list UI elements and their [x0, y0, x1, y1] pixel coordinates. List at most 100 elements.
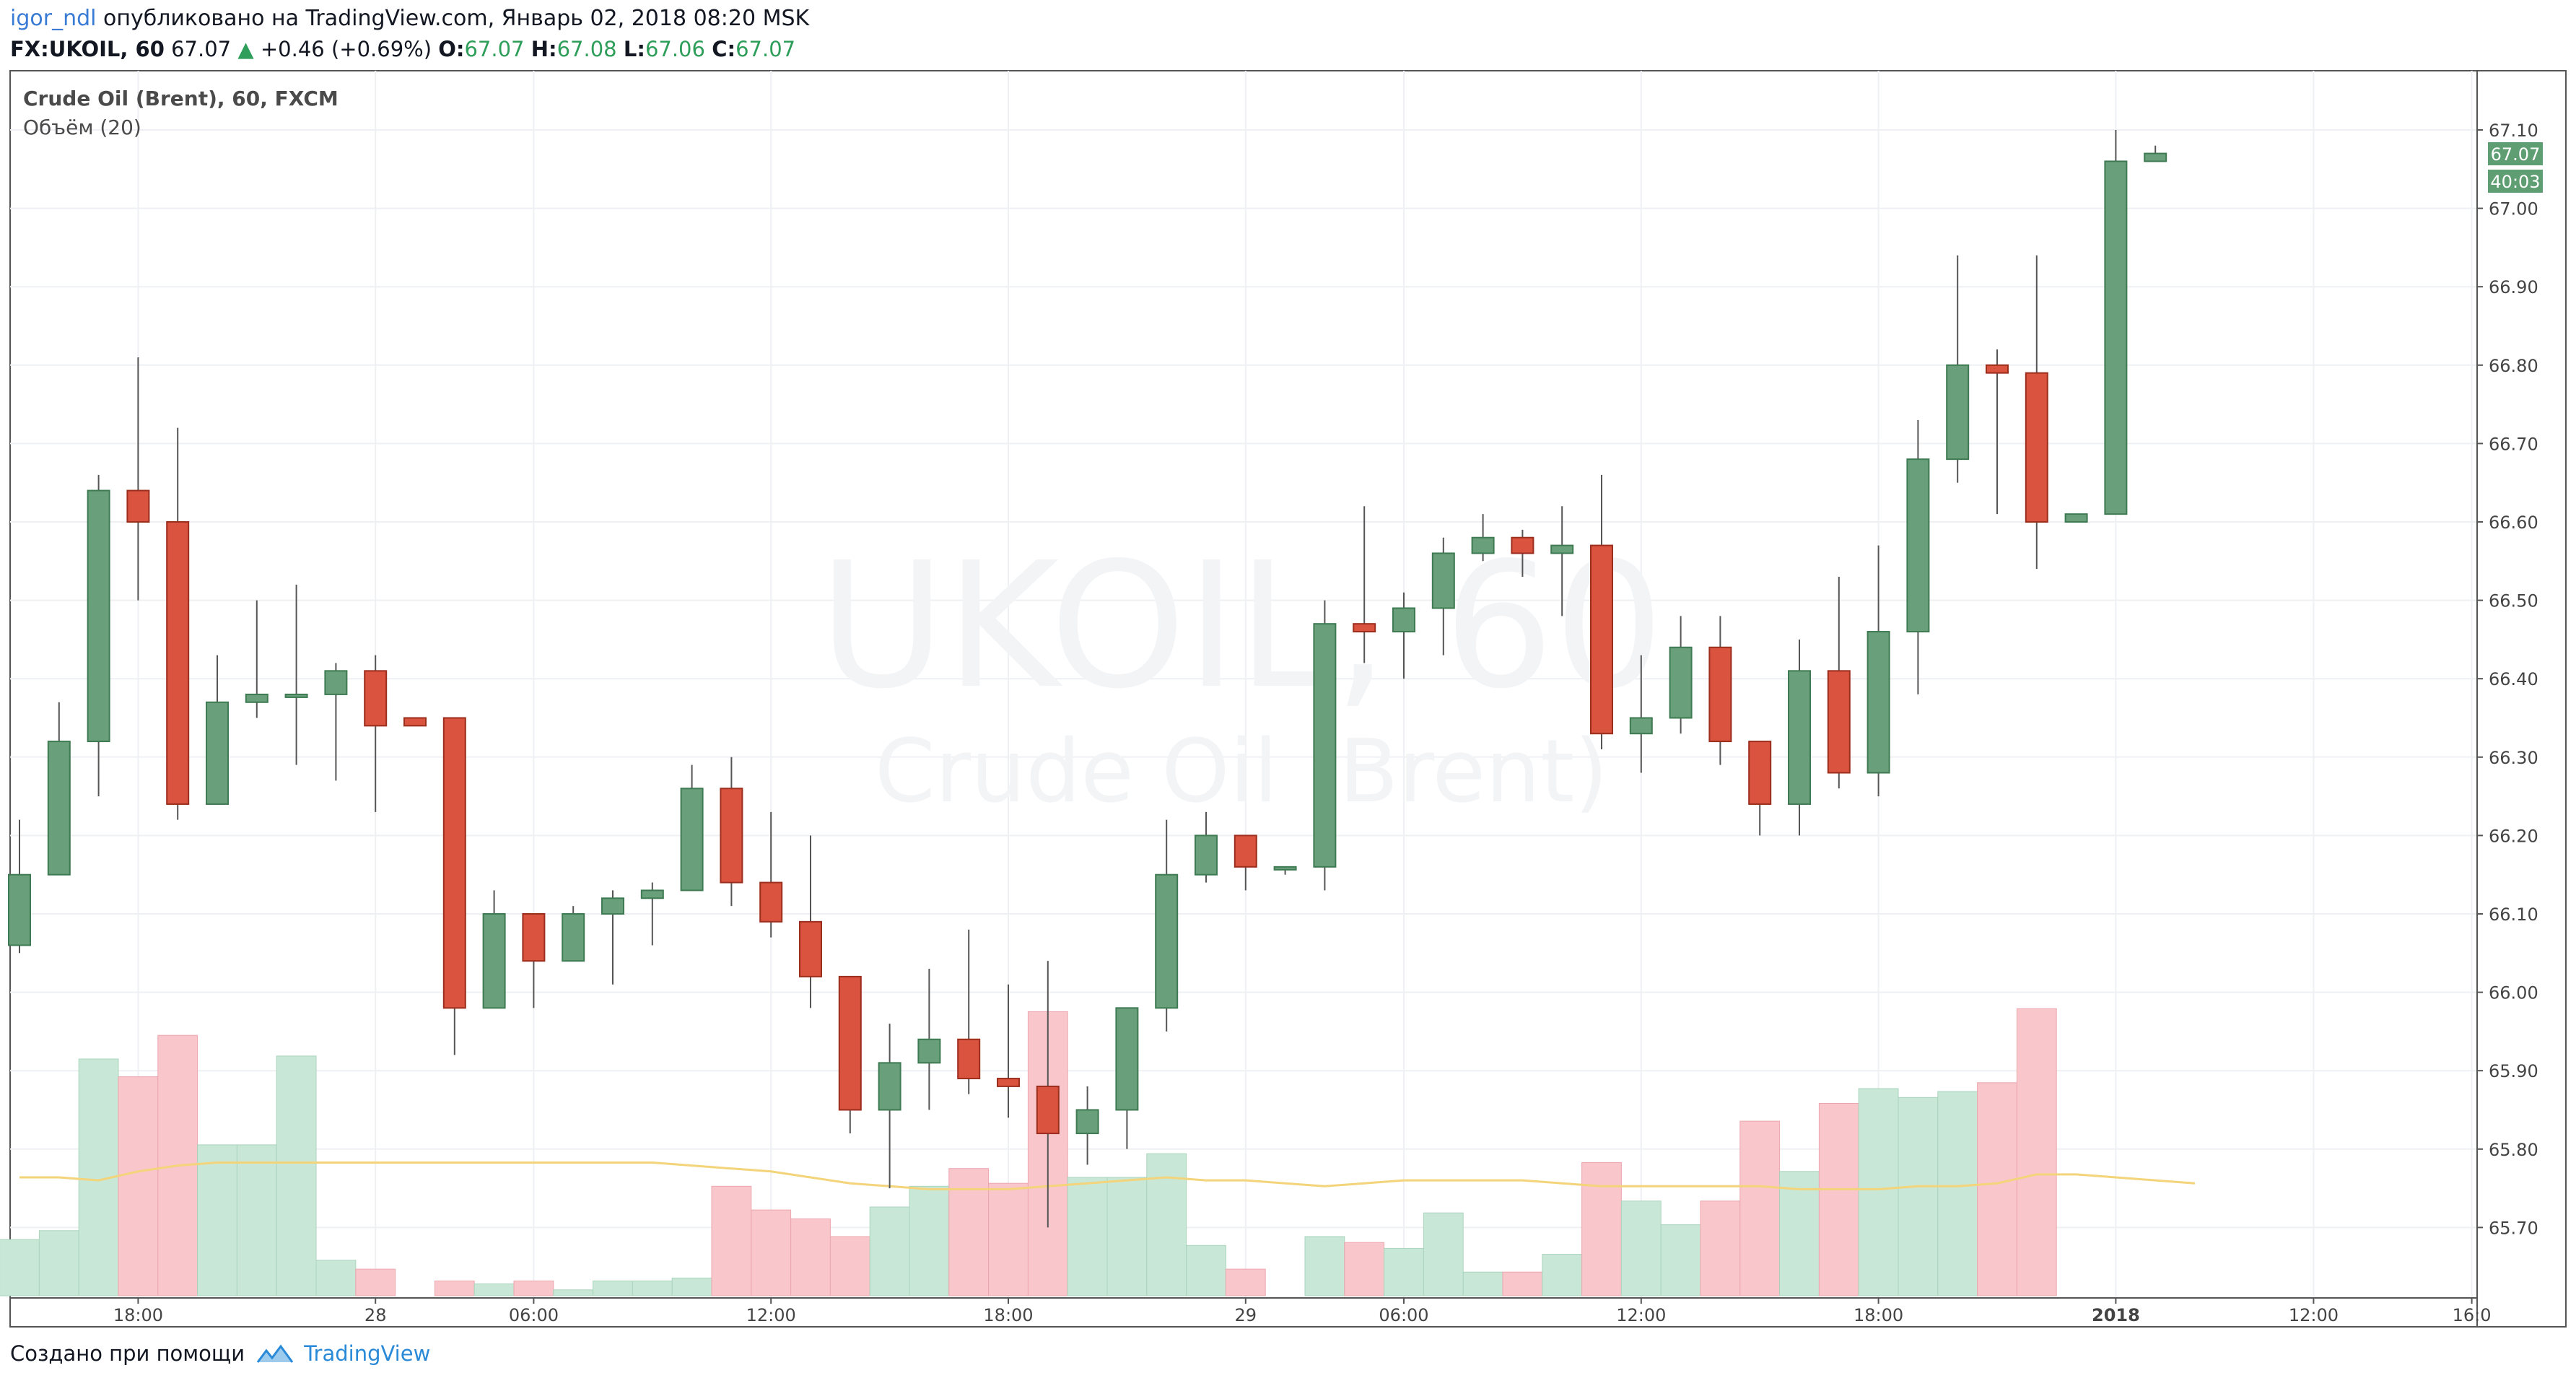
candle-body — [1827, 670, 1851, 774]
high-value: 67.08 — [556, 37, 617, 61]
volume-bars — [0, 1008, 2057, 1296]
candle-body — [1590, 544, 1613, 735]
tradingview-logo-icon[interactable] — [256, 1341, 294, 1367]
candle-body — [957, 1038, 981, 1080]
candle-body — [1511, 536, 1534, 554]
candle-body — [442, 717, 466, 1009]
price-tick-label: 66.50 — [2489, 591, 2538, 611]
volume-bar — [1779, 1171, 1820, 1296]
price-tick-label: 66.70 — [2489, 434, 2538, 454]
price-tick-label: 66.20 — [2489, 826, 2538, 846]
volume-bar — [355, 1268, 396, 1296]
candle-body — [1155, 873, 1179, 1009]
candle-body — [403, 717, 427, 727]
candle-body — [1075, 1109, 1099, 1135]
volume-bar — [790, 1218, 831, 1296]
candles — [8, 130, 2167, 1228]
price-tick-label: 66.00 — [2489, 983, 2538, 1003]
author-link[interactable]: igor_ndl — [10, 6, 97, 31]
volume-bar — [1462, 1271, 1503, 1296]
tradingview-link[interactable]: TradingView — [304, 1341, 431, 1366]
volume-bar — [197, 1144, 237, 1296]
candle-body — [1273, 866, 1297, 871]
candle-body — [601, 897, 624, 915]
volume-bar — [751, 1209, 792, 1296]
candle-body — [720, 788, 743, 884]
volume-bar — [988, 1182, 1029, 1296]
volume-bar — [1542, 1254, 1583, 1296]
candle-body — [245, 693, 268, 703]
candle-body — [1471, 536, 1495, 554]
volume-bar — [1106, 1177, 1148, 1296]
candle-body — [1986, 364, 2009, 374]
price-tick-label: 67.00 — [2489, 199, 2538, 219]
candle-body — [680, 788, 704, 892]
candle-body — [87, 489, 110, 743]
candle-body — [126, 489, 150, 523]
time-tick-label: 18:00 — [113, 1305, 163, 1325]
candle-body — [1629, 717, 1653, 735]
open-label: O: — [438, 37, 465, 61]
price-tick-label: 66.80 — [2489, 356, 2538, 376]
volume-bar — [1818, 1103, 1859, 1296]
volume-bar — [315, 1260, 357, 1296]
time-axis[interactable]: 18:00 28 06:00 12:00 18:00 29 06:00 12:00 18:00 2… — [113, 1298, 2492, 1325]
volume-bar — [1146, 1153, 1187, 1296]
footer: Создано при помощи TradingView — [10, 1337, 430, 1370]
candle-body — [838, 975, 862, 1111]
time-tick-label: 12:00 — [2289, 1305, 2339, 1325]
low-value: 67.06 — [645, 37, 705, 61]
candle-body — [1708, 646, 1732, 743]
symbol-label: FX:UKOIL, 60 — [10, 37, 165, 61]
close-value: 67.07 — [735, 37, 796, 61]
volume-bar — [1977, 1082, 2017, 1296]
time-tick-label: 06:00 — [1379, 1305, 1428, 1325]
volume-bar — [473, 1283, 515, 1296]
time-tick-label: 18:00 — [983, 1305, 1033, 1325]
price-tick-label: 66.10 — [2489, 905, 2538, 925]
candle-body — [206, 701, 229, 805]
price-tick-label: 66.90 — [2489, 277, 2538, 297]
candle-body — [166, 521, 190, 805]
candle-body — [2104, 160, 2128, 515]
high-label: H: — [531, 37, 557, 61]
volume-bar — [909, 1185, 950, 1296]
change-value: +0.46 (+0.69%) — [260, 37, 432, 61]
change-arrow-icon: ▲ — [237, 37, 254, 61]
volume-bar — [1067, 1177, 1108, 1296]
candle-body — [640, 889, 664, 899]
last-price-badge-text: 67.07 — [2491, 144, 2541, 165]
volume-bar — [1344, 1242, 1385, 1296]
time-tick-label: 06:00 — [509, 1305, 559, 1325]
volume-bar — [1898, 1097, 1939, 1296]
volume-bar — [711, 1185, 752, 1296]
volume-bar — [1937, 1091, 1978, 1296]
candle-body — [1906, 458, 1930, 633]
price-tick-label: 66.60 — [2489, 513, 2538, 533]
publish-info: igor_ndl опубликовано на TradingView.com… — [10, 3, 809, 35]
time-tick-label: 29 — [1235, 1305, 1257, 1325]
price-badges: 67.07 40:03 — [2488, 142, 2543, 193]
volume-bar — [118, 1076, 159, 1296]
volume-bar — [1423, 1212, 1464, 1296]
volume-bar — [1581, 1162, 1622, 1296]
candle-body — [364, 670, 388, 727]
volume-bar — [1225, 1268, 1266, 1296]
candle-body — [917, 1038, 941, 1064]
price-tick-label: 65.90 — [2489, 1061, 2538, 1081]
countdown-badge — [2488, 170, 2543, 193]
candle-body — [1748, 741, 1772, 805]
volume-bar — [38, 1230, 79, 1296]
candle-body — [47, 741, 71, 876]
candle-body — [1195, 834, 1218, 876]
candle-body — [759, 881, 783, 923]
volume-bar — [1700, 1200, 1741, 1296]
candle-body — [522, 913, 546, 962]
candle-body — [324, 670, 348, 695]
candle-body — [1550, 544, 1574, 554]
price-axis[interactable]: 67.10 67.00 66.90 66.80 66.70 66.60 66.50 66.40… — [2477, 121, 2538, 1238]
candle-body — [1669, 646, 1693, 719]
volume-bar — [0, 1239, 40, 1296]
quote-line: FX:UKOIL, 60 67.07 ▲ +0.46 (+0.69%) O: 67… — [10, 33, 795, 65]
